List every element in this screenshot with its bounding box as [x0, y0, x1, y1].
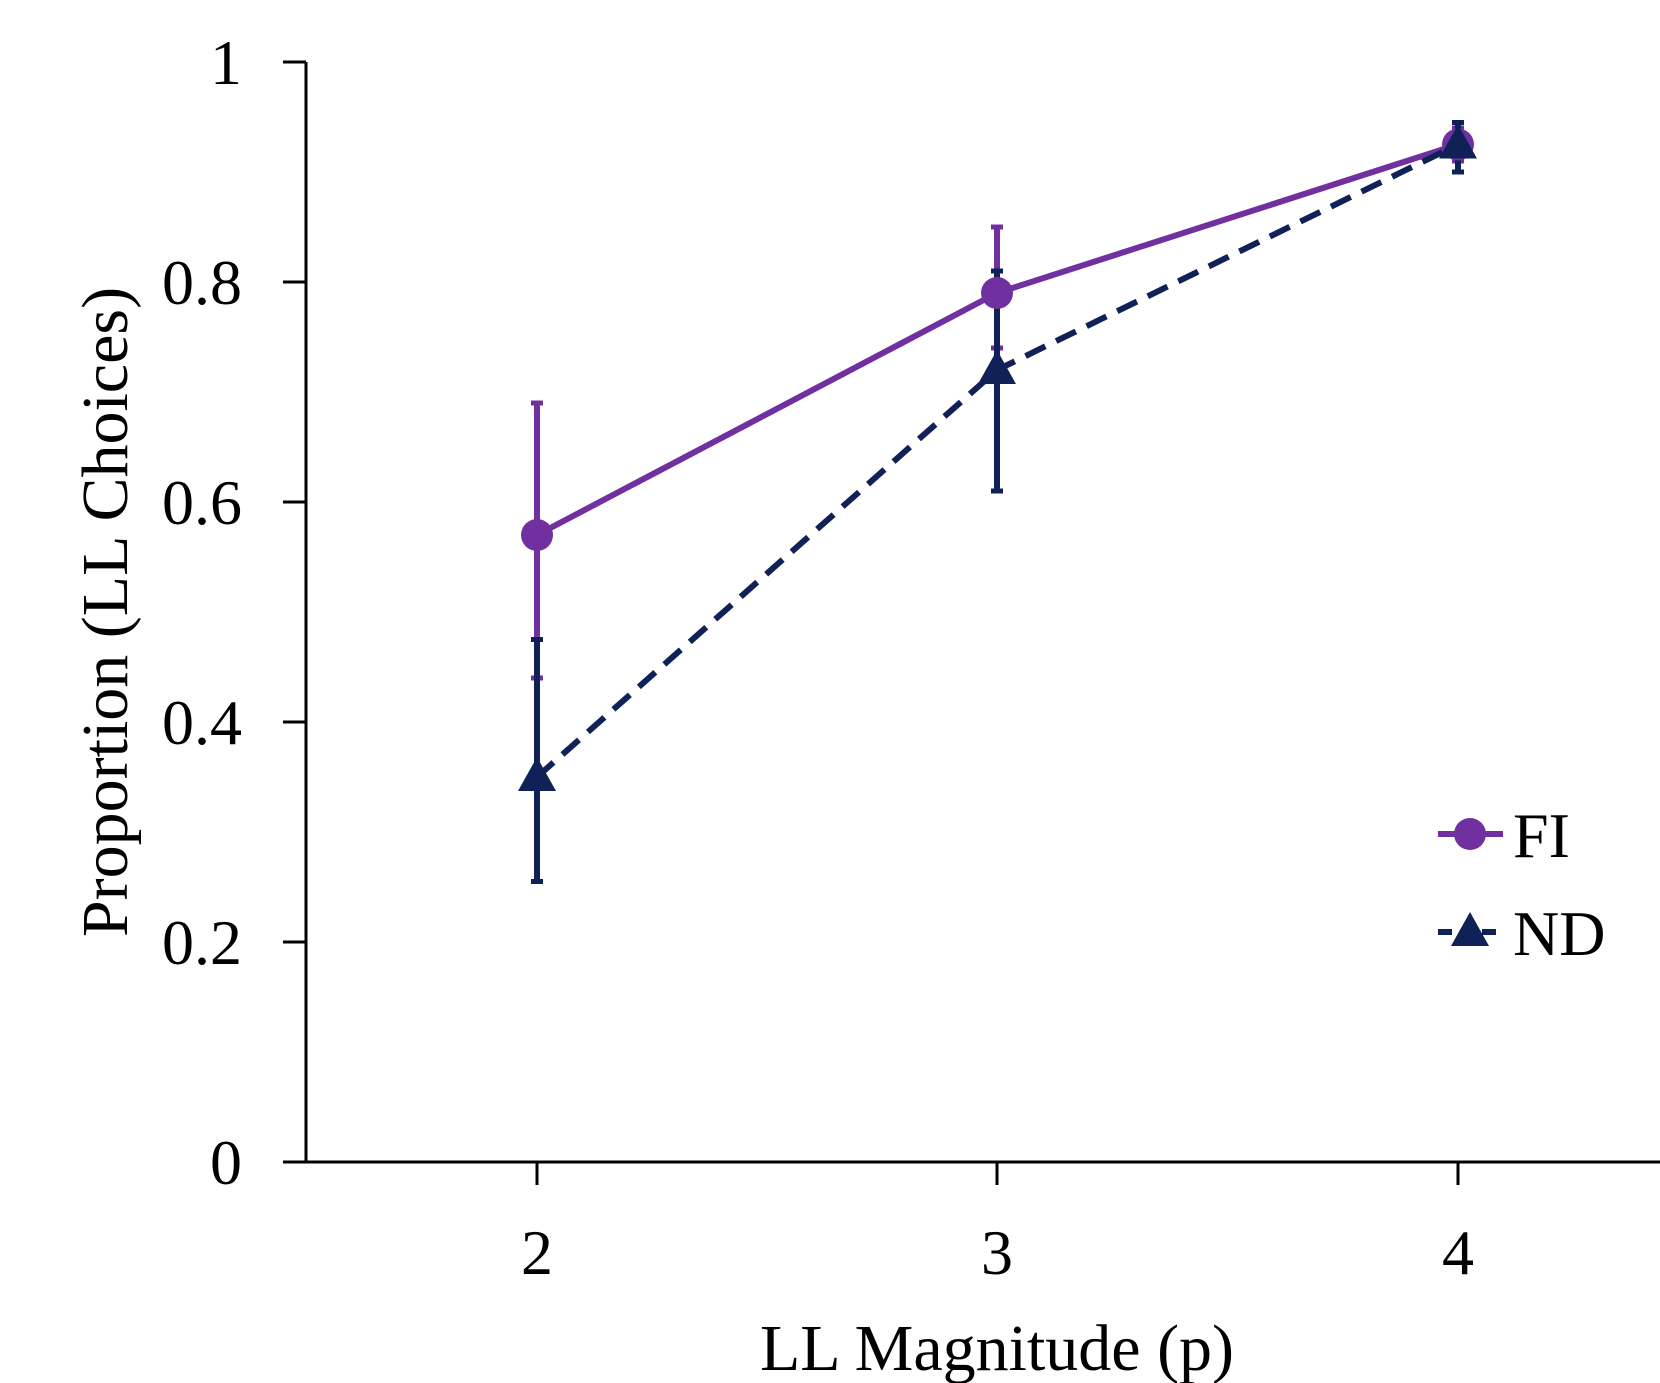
x-tick-label: 2: [521, 1217, 553, 1288]
legend-label-fi: FI: [1513, 800, 1570, 871]
y-axis-title: Proportion (LL Choices): [69, 287, 142, 937]
x-tick-label: 3: [981, 1217, 1013, 1288]
y-tick-label: 0.4: [162, 687, 242, 758]
data-point-nd: [518, 757, 556, 791]
error-bars: [531, 120, 1464, 884]
x-tick-label: 4: [1442, 1217, 1474, 1288]
data-point-fi: [981, 277, 1013, 309]
tick-labels: 0 0.2 0.4 0.6 0.8 1 2 3 4: [162, 27, 1474, 1288]
chart-axes: [283, 60, 1660, 1185]
y-tick-label: 0.2: [162, 907, 242, 978]
legend-marker-fi: [1454, 818, 1486, 850]
y-tick-label: 0: [210, 1127, 242, 1198]
data-point-fi: [521, 519, 553, 551]
series-markers: [518, 124, 1477, 791]
legend: FI ND: [1438, 800, 1605, 969]
x-axis-title: LL Magnitude (p): [760, 1312, 1234, 1383]
data-point-nd: [978, 350, 1016, 384]
y-tick-label: 1: [210, 27, 242, 98]
legend-label-nd: ND: [1513, 898, 1605, 969]
legend-marker-nd: [1451, 912, 1489, 946]
y-tick-label: 0.8: [162, 247, 242, 318]
data-point-nd: [1439, 124, 1477, 159]
y-tick-label: 0.6: [162, 467, 242, 538]
